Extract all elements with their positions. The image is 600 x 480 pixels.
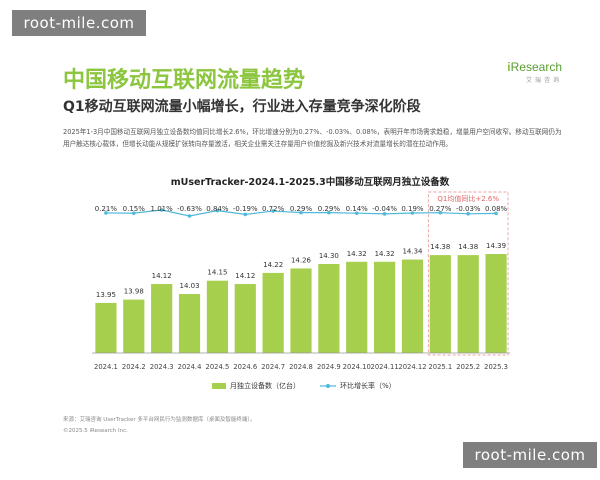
growth-label-2024.4: -0.63% xyxy=(177,205,202,213)
growth-label-2025.3: 0.08% xyxy=(485,205,508,213)
bar-2024.2 xyxy=(123,299,145,353)
bar-label-2024.12: 14.34 xyxy=(402,248,423,256)
growth-point-2024.3 xyxy=(159,208,164,212)
bar-label-2025.3: 14.39 xyxy=(486,242,506,250)
growth-label-2024.1: 0.21% xyxy=(95,205,118,213)
growth-point-2024.2 xyxy=(132,211,136,215)
legend-bar-label: 月独立设备数（亿台） xyxy=(230,381,300,390)
growth-point-2024.10 xyxy=(354,211,359,215)
bar-2024.5 xyxy=(206,280,228,353)
growth-point-2024.5 xyxy=(215,208,220,213)
x-tick-2024.2: 2024.2 xyxy=(122,363,146,371)
x-tick-2024.10: 2024.10 xyxy=(343,363,371,371)
growth-label-2024.9: 0.29% xyxy=(318,205,341,213)
bar-2024.9 xyxy=(318,264,340,353)
growth-label-2024.6: -0.19% xyxy=(233,205,258,213)
watermark-bottom: root-mile.com xyxy=(463,442,597,468)
x-tick-2024.3: 2024.3 xyxy=(150,363,174,371)
bar-label-2024.4: 14.03 xyxy=(180,282,200,290)
x-tick-2024.6: 2024.6 xyxy=(233,363,257,371)
description-text: 2025年1-3月中国移动互联网月独立设备数均值同比增长2.6%，环比增速分别为… xyxy=(63,128,562,148)
growth-label-2025.2: -0.03% xyxy=(456,205,481,213)
chart-title: mUserTracker-2024.1-2025.3中国移动互联网月独立设备数 xyxy=(171,176,450,188)
copyright-note: ©2025.5 iResearch Inc. xyxy=(63,428,128,434)
bar-label-2025.2: 14.38 xyxy=(458,243,478,251)
x-tick-2024.5: 2024.5 xyxy=(206,363,230,371)
x-tick-2025.1: 2025.1 xyxy=(428,363,452,371)
watermark-top: root-mile.com xyxy=(12,10,146,36)
legend-bar-swatch xyxy=(212,383,226,389)
growth-point-2024.11 xyxy=(382,212,387,216)
growth-label-2024.10: 0.14% xyxy=(346,205,369,213)
growth-label-2024.3: 1.01% xyxy=(151,205,174,213)
growth-point-2024.8 xyxy=(299,210,303,215)
x-tick-2024.8: 2024.8 xyxy=(289,363,313,371)
bar-2024.1 xyxy=(95,302,117,353)
bar-2024.11 xyxy=(374,261,396,353)
iresearch-logo: iResearch 艾瑞咨询 xyxy=(507,60,562,84)
bar-2024.10 xyxy=(346,261,368,353)
bar-2024.6 xyxy=(234,284,256,353)
bar-label-2024.1: 13.95 xyxy=(96,291,116,299)
growth-point-2024.9 xyxy=(327,210,331,215)
bar-label-2024.2: 13.98 xyxy=(124,288,144,296)
bar-2024.12 xyxy=(401,259,424,353)
q1-annotation: Q1均值同比+2.6% xyxy=(437,194,499,203)
growth-point-2024.6 xyxy=(243,212,248,217)
source-note: 来源：艾瑞咨询 UserTracker 多平台网民行为监测数据库（桌面及智能终端… xyxy=(63,417,256,423)
q1-highlight-box xyxy=(427,191,509,356)
x-tick-2024.7: 2024.7 xyxy=(261,363,285,371)
x-tick-2024.4: 2024.4 xyxy=(178,363,202,371)
x-tick-2024.12: 2024.12 xyxy=(398,363,426,371)
bar-label-2024.6: 14.12 xyxy=(235,272,255,280)
bar-label-2024.10: 14.32 xyxy=(347,250,367,258)
growth-label-2025.1: 0.27% xyxy=(429,205,452,213)
page-subtitle: Q1移动互联网流量小幅增长，行业进入存量竞争深化阶段 xyxy=(63,99,421,115)
page-title: 中国移动互联网流量趋势 xyxy=(63,68,306,93)
growth-point-2025.3 xyxy=(494,211,498,216)
bar-2024.3 xyxy=(151,284,173,353)
x-tick-2024.1: 2024.1 xyxy=(94,363,118,371)
bar-2024.8 xyxy=(290,268,312,353)
bar-2025.1 xyxy=(429,255,451,353)
growth-label-2024.7: 0.72% xyxy=(262,205,285,213)
growth-point-2024.1 xyxy=(104,211,108,215)
bar-label-2024.8: 14.26 xyxy=(291,256,312,264)
growth-point-2024.12 xyxy=(410,211,415,215)
growth-label-2024.12: 0.19% xyxy=(401,205,424,213)
bar-label-2024.9: 14.30 xyxy=(319,252,339,260)
growth-label-2024.2: 0.15% xyxy=(123,205,146,213)
growth-point-2025.1 xyxy=(438,210,443,215)
bar-label-2024.5: 14.15 xyxy=(207,269,227,277)
growth-label-2024.5: 0.84% xyxy=(206,205,229,213)
bar-label-2025.1: 14.38 xyxy=(430,243,450,251)
growth-label-2024.8: 0.29% xyxy=(290,205,313,213)
bar-label-2024.7: 14.22 xyxy=(263,261,283,269)
bar-2024.7 xyxy=(262,272,284,353)
growth-point-2024.7 xyxy=(271,209,275,213)
bar-2024.4 xyxy=(178,294,201,353)
legend-line-label: 环比增长率（%） xyxy=(340,381,396,390)
x-tick-2024.9: 2024.9 xyxy=(317,363,341,371)
legend-line-marker xyxy=(326,384,330,388)
x-tick-2024.11: 2024.11 xyxy=(371,363,399,371)
growth-label-2024.11: -0.04% xyxy=(372,205,397,213)
growth-point-2025.2 xyxy=(466,212,471,216)
x-tick-2025.3: 2025.3 xyxy=(484,363,508,371)
bar-2025.2 xyxy=(457,255,479,353)
bar-2025.3 xyxy=(485,254,507,353)
x-tick-2025.2: 2025.2 xyxy=(456,363,480,371)
bar-label-2024.11: 14.32 xyxy=(375,250,395,258)
growth-point-2024.4 xyxy=(187,214,192,218)
bar-label-2024.3: 14.12 xyxy=(152,272,172,280)
